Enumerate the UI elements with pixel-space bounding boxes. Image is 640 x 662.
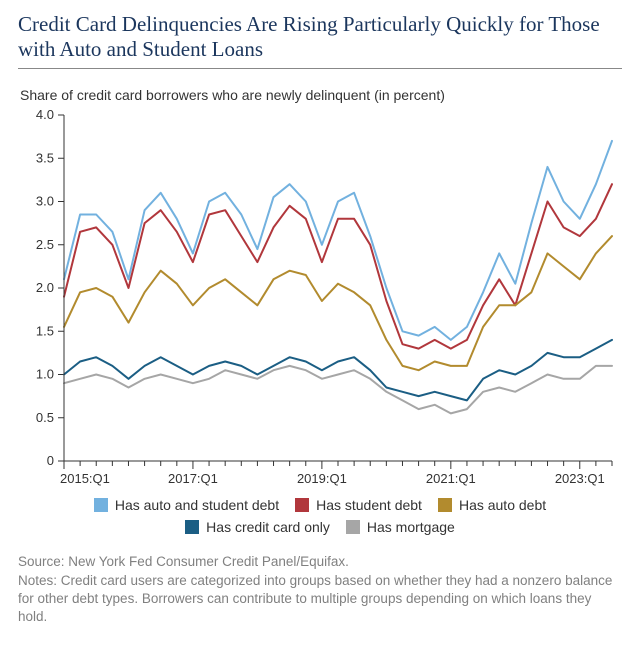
svg-text:3.5: 3.5 [36,151,54,166]
legend-label-mortgage: Has mortgage [367,519,455,535]
chart-title: Credit Card Delinquencies Are Rising Par… [18,12,622,62]
series-auto_student [64,141,612,340]
svg-text:3.0: 3.0 [36,194,54,209]
svg-text:4.0: 4.0 [36,109,54,122]
svg-text:2019:Q1: 2019:Q1 [297,471,347,486]
legend-swatch-mortgage [346,520,360,534]
legend-swatch-auto [438,498,452,512]
chart-legend: Has auto and student debt Has student deb… [40,497,600,535]
svg-text:1.0: 1.0 [36,367,54,382]
legend-item-student: Has student debt [295,497,422,513]
svg-text:0.5: 0.5 [36,410,54,425]
svg-text:0: 0 [47,453,54,468]
legend-swatch-auto_student [94,498,108,512]
source-line: Source: New York Fed Consumer Credit Pan… [18,553,622,571]
legend-item-mortgage: Has mortgage [346,519,455,535]
legend-item-auto: Has auto debt [438,497,546,513]
title-rule [18,68,622,69]
legend-item-cc_only: Has credit card only [185,519,330,535]
series-cc_only [64,340,612,401]
chart-footnotes: Source: New York Fed Consumer Credit Pan… [18,553,622,626]
legend-label-auto_student: Has auto and student debt [115,497,279,513]
series-mortgage [64,366,612,414]
legend-swatch-cc_only [185,520,199,534]
chart-svg: 0 0.5 1.0 1.5 2.0 2.5 3.0 3.5 4.0 2015:Q1 2017:Q1 2… [18,109,622,489]
svg-text:2021:Q1: 2021:Q1 [426,471,476,486]
legend-label-cc_only: Has credit card only [206,519,330,535]
notes-line: Notes: Credit card users are categorized… [18,572,622,627]
chart-subtitle: Share of credit card borrowers who are n… [20,87,622,103]
legend-item-auto_student: Has auto and student debt [94,497,279,513]
svg-text:1.5: 1.5 [36,324,54,339]
svg-text:2.5: 2.5 [36,237,54,252]
svg-text:2.0: 2.0 [36,280,54,295]
legend-swatch-student [295,498,309,512]
svg-text:2015:Q1: 2015:Q1 [60,471,110,486]
legend-label-auto: Has auto debt [459,497,546,513]
line-chart: 0 0.5 1.0 1.5 2.0 2.5 3.0 3.5 4.0 2015:Q1 2017:Q1 2… [18,109,622,489]
svg-text:2017:Q1: 2017:Q1 [168,471,218,486]
svg-text:2023:Q1: 2023:Q1 [555,471,605,486]
legend-label-student: Has student debt [316,497,422,513]
